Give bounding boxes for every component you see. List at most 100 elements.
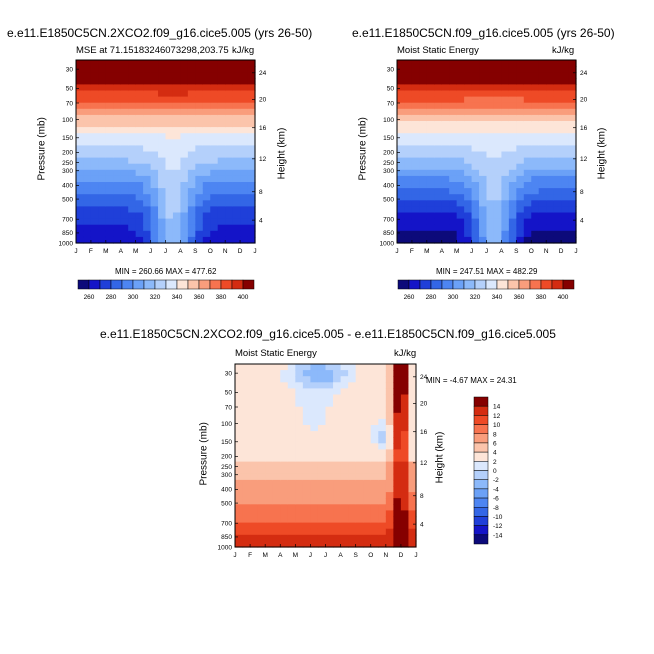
contour-cell — [426, 121, 435, 128]
contour-cell — [441, 218, 450, 226]
contour-cell — [531, 200, 540, 207]
contour-cell — [105, 121, 114, 128]
contour-cell — [310, 479, 319, 487]
contour-cell — [143, 66, 152, 73]
contour-cell — [135, 66, 144, 73]
contour-cell — [210, 139, 219, 146]
contour-cell — [225, 194, 234, 201]
contour-cell — [265, 400, 274, 408]
contour-cell — [456, 139, 465, 146]
contour-cell — [150, 133, 159, 140]
contour-cell — [404, 121, 413, 128]
contour-cell — [479, 151, 488, 159]
contour-cell — [83, 114, 92, 122]
contour-cell — [516, 90, 525, 98]
contour-cell — [150, 236, 159, 244]
contour-cell — [105, 145, 114, 153]
contour-cell — [370, 382, 379, 389]
contour-cell — [250, 461, 259, 469]
contour-cell — [250, 388, 259, 396]
contour-cell — [516, 72, 525, 79]
contour-cell — [464, 157, 473, 165]
contour-cell — [150, 157, 159, 165]
contour-cell — [172, 169, 182, 177]
contour-cell — [250, 400, 259, 408]
contour-cell — [493, 157, 503, 165]
contour-cell — [464, 200, 473, 207]
panel-3-min-max: MIN = -4.67 MAX = 24.31 — [426, 376, 517, 385]
contour-cell — [105, 218, 114, 226]
contour-cell — [471, 127, 480, 134]
contour-cell — [411, 218, 420, 226]
contour-cell — [217, 96, 226, 104]
contour-cell — [180, 102, 189, 110]
contour-cell — [486, 90, 495, 98]
colorbar-swatch — [165, 279, 178, 290]
contour-cell — [385, 461, 394, 469]
contour-cell — [531, 224, 540, 232]
contour-cell — [531, 182, 540, 189]
contour-cell — [385, 473, 394, 481]
contour-cell — [187, 139, 196, 146]
contour-cell — [553, 230, 562, 238]
x-tick-label: S — [353, 552, 358, 559]
contour-cell — [561, 121, 570, 128]
contour-cell — [135, 114, 144, 122]
contour-cell — [172, 157, 182, 165]
contour-cell — [76, 139, 85, 146]
contour-cell — [317, 394, 327, 402]
x-tick-label: A — [499, 248, 504, 255]
contour-cell — [165, 102, 174, 110]
contour-cell — [280, 486, 289, 493]
contour-cell — [225, 90, 234, 98]
contour-cell — [217, 230, 226, 238]
contour-cell — [378, 449, 387, 457]
contour-cell — [202, 182, 211, 189]
contour-cell — [400, 437, 410, 444]
contour-cell — [370, 522, 379, 530]
contour-cell — [265, 467, 274, 475]
contour-cell — [393, 394, 402, 402]
contour-cell — [340, 412, 349, 420]
contour-cell — [235, 455, 244, 463]
contour-cell — [456, 78, 465, 85]
contour-cell — [426, 157, 435, 165]
contour-cell — [302, 540, 312, 548]
contour-cell — [348, 516, 357, 524]
contour-cell — [143, 230, 152, 238]
contour-cell — [295, 406, 304, 414]
contour-cell — [105, 236, 114, 244]
contour-cell — [120, 121, 129, 128]
contour-cell — [408, 534, 417, 542]
contour-cell — [363, 461, 372, 469]
contour-cell — [397, 182, 406, 189]
contour-cell — [404, 114, 413, 122]
contour-cell — [128, 139, 137, 146]
contour-cell — [363, 431, 372, 438]
contour-cell — [419, 114, 428, 122]
contour-cell — [83, 163, 92, 171]
contour-cell — [120, 175, 129, 183]
contour-cell — [210, 230, 219, 238]
contour-cell — [195, 84, 204, 92]
contour-cell — [385, 492, 394, 499]
contour-cell — [217, 218, 226, 226]
contour-cell — [195, 114, 204, 122]
contour-cell — [265, 540, 274, 548]
contour-cell — [471, 114, 480, 122]
contour-cell — [113, 182, 122, 189]
contour-cell — [553, 200, 562, 207]
contour-cell — [333, 522, 342, 530]
contour-cell — [217, 206, 226, 214]
contour-cell — [385, 406, 394, 414]
contour-cell — [195, 175, 204, 183]
contour-cell — [426, 206, 435, 214]
contour-cell — [195, 206, 204, 214]
contour-cell — [363, 394, 372, 402]
contour-cell — [225, 78, 234, 85]
contour-cell — [180, 175, 189, 183]
contour-cell — [76, 127, 85, 134]
contour-cell — [202, 121, 211, 128]
contour-cell — [363, 437, 372, 444]
contour-cell — [393, 486, 402, 493]
